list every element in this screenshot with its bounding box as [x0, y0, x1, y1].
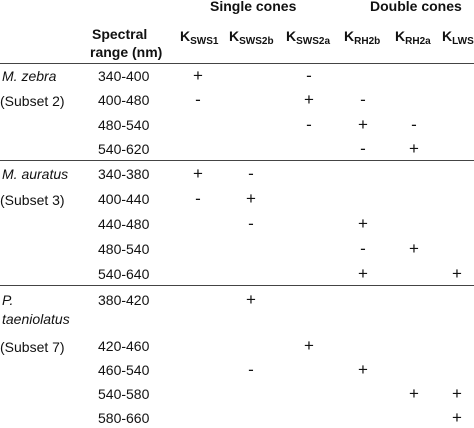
- minus-sign-cell: -: [248, 214, 254, 233]
- plus-sign-cell: +: [304, 336, 314, 355]
- spectral-range-cell: 460-540: [98, 362, 150, 378]
- column-header-main: K: [395, 28, 406, 44]
- spectral-range-cell: 340-400: [98, 68, 150, 84]
- subset-label: (Subset 3): [0, 192, 65, 208]
- column-header-sub: LWS: [452, 36, 474, 47]
- double-cones-header: Double cones: [370, 0, 462, 14]
- plus-sign-cell: +: [246, 290, 256, 309]
- spectral-range-cell: 580-660: [98, 410, 150, 426]
- minus-sign-cell: -: [411, 115, 417, 134]
- plus-sign-cell: +: [246, 189, 256, 208]
- plus-sign-cell: +: [193, 66, 203, 85]
- column-header-lws: KLWS: [442, 28, 474, 47]
- header-rule: [0, 63, 474, 64]
- minus-sign-cell: -: [360, 139, 366, 158]
- spectral-range-cell: 340-380: [98, 166, 150, 182]
- minus-sign-cell: -: [306, 115, 312, 134]
- minus-sign-cell: -: [248, 360, 254, 379]
- group-separator: [0, 160, 474, 161]
- spectral-range-cell: 400-480: [98, 92, 150, 108]
- minus-sign-cell: -: [195, 189, 201, 208]
- spectral-range-cell: 440-480: [98, 216, 150, 232]
- plus-sign-cell: +: [193, 164, 203, 183]
- column-header-main: K: [286, 28, 297, 44]
- species-name-line2: taeniolatus: [2, 311, 70, 327]
- spectral-range-cell: 540-640: [98, 266, 150, 282]
- spectral-range-cell: 540-620: [98, 141, 150, 157]
- column-header-sws2b: KSWS2b: [229, 28, 274, 47]
- group-separator: [0, 285, 474, 286]
- minus-sign-cell: -: [360, 90, 366, 109]
- minus-sign-cell: -: [360, 239, 366, 258]
- column-header-sws1: KSWS1: [180, 28, 219, 47]
- plus-sign-cell: +: [409, 384, 419, 403]
- plus-sign-cell: +: [452, 264, 462, 283]
- column-header-main: K: [180, 28, 191, 44]
- column-header-sub: SWS2b: [239, 36, 274, 47]
- plus-sign-cell: +: [409, 239, 419, 258]
- minus-sign-cell: -: [248, 164, 254, 183]
- spectral-header-line2: range (nm): [90, 44, 163, 60]
- species-name: M. auratus: [2, 166, 69, 182]
- column-header-sws2a: KSWS2a: [286, 28, 331, 47]
- spectral-header-line1: Spectral: [92, 26, 148, 42]
- spectral-range-cell: 400-440: [98, 191, 150, 207]
- species-name: P.: [2, 292, 14, 308]
- spectral-range-cell: 480-540: [98, 241, 150, 257]
- column-header-main: K: [442, 28, 453, 44]
- spectral-range-cell: 480-540: [98, 117, 150, 133]
- spectral-range-cell: 420-460: [98, 338, 150, 354]
- plus-sign-cell: +: [452, 408, 462, 427]
- plus-sign-cell: +: [358, 214, 368, 233]
- spectral-range-cell: 540-580: [98, 386, 150, 402]
- plus-sign-cell: +: [358, 264, 368, 283]
- column-header-rh2b: KRH2b: [344, 28, 381, 47]
- plus-sign-cell: +: [304, 90, 314, 109]
- subset-label: (Subset 2): [0, 93, 65, 109]
- minus-sign-cell: -: [195, 90, 201, 109]
- plus-sign-cell: +: [358, 360, 368, 379]
- column-header-sub: RH2a: [405, 36, 431, 47]
- plus-sign-cell: +: [409, 139, 419, 158]
- column-header-sub: SWS1: [190, 36, 219, 47]
- column-header-rh2a: KRH2a: [395, 28, 431, 47]
- column-header-sub: SWS2a: [296, 36, 331, 47]
- column-header-main: K: [344, 28, 355, 44]
- column-header-sub: RH2b: [354, 36, 381, 47]
- minus-sign-cell: -: [306, 66, 312, 85]
- species-name: M. zebra: [2, 68, 57, 84]
- single-cones-header: Single cones: [210, 0, 297, 14]
- column-header-main: K: [229, 28, 240, 44]
- spectral-range-cell: 380-420: [98, 292, 150, 308]
- plus-sign-cell: +: [452, 384, 462, 403]
- subset-label: (Subset 7): [0, 339, 65, 355]
- plus-sign-cell: +: [358, 115, 368, 134]
